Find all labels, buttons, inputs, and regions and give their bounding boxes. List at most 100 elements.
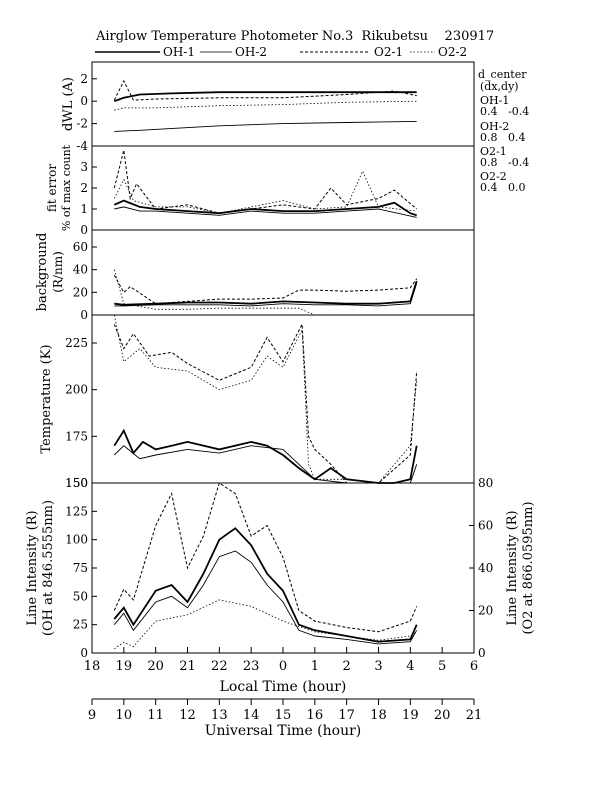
panel-dwl-frame (91, 61, 475, 147)
legend-o22: O2-2 (438, 45, 467, 59)
ylabel-bg-2: (R/nm) (51, 251, 65, 293)
panel-frames (91, 61, 475, 654)
ylabel-fit-2: % of max count (60, 144, 73, 231)
temp-tick-label: 200 (65, 383, 88, 397)
int-right-tick-label: 80 (478, 476, 493, 490)
fit-tick-label: 1 (80, 202, 88, 216)
dwl-tick-label: 2 (80, 72, 88, 86)
local-tick-label: 20 (147, 659, 164, 674)
bg-tick-label: 0 (80, 308, 88, 322)
temp-tick-label: 150 (65, 476, 88, 490)
series-line-intensity-O2-1 (113, 482, 418, 633)
ylabel-int-2: (OH at 846.5555nm) (41, 500, 56, 636)
local-tick-label: 22 (211, 659, 228, 674)
side-notes: d_center (dx,dy) OH-1 0.4 -0.4 OH-2 0.8 … (478, 68, 529, 194)
series-background-OH-1 (114, 280, 418, 306)
int-left-tick-label: 100 (65, 533, 88, 547)
ut-tick-label: 9 (88, 708, 96, 723)
local-tick-label: 0 (279, 659, 287, 674)
legend: OH-1 OH-2 O2-1 O2-2 (95, 45, 467, 59)
local-tick-label: 1 (311, 659, 319, 674)
local-tick-label: 21 (179, 659, 196, 674)
ut-tick-label: 18 (370, 708, 387, 723)
local-tick-label: 23 (243, 659, 260, 674)
ut-tick-label: 16 (307, 708, 324, 723)
local-tick-label: 19 (116, 659, 133, 674)
series-fit-error-OH-1 (113, 199, 417, 217)
series-dWL-OH-1 (113, 91, 417, 103)
int-left-tick-label: 150 (65, 476, 88, 490)
series-line-intensity-OH-1 (113, 527, 418, 643)
int-left-tick-label: 75 (73, 561, 88, 575)
dwl-tick-label: -4 (76, 139, 88, 153)
series-dWL-O2-1 (113, 79, 417, 101)
data-series (113, 79, 418, 650)
series-temperature-O2-2 (113, 314, 418, 484)
local-tick-label: 5 (438, 659, 446, 674)
bg-tick-label: 60 (73, 240, 88, 254)
legend-oh1: OH-1 (163, 45, 195, 59)
ut-tick-label: 20 (434, 708, 451, 723)
int-left-tick-label: 0 (80, 646, 88, 660)
ut-tick-label: 19 (402, 708, 419, 723)
local-tick-label: 18 (84, 659, 101, 674)
series-background-O2-2 (113, 269, 411, 316)
ut-tick-label: 15 (275, 708, 292, 723)
note-oh1-val: 0.4 -0.4 (480, 105, 529, 118)
xlabel-ut: Universal Time (hour) (205, 723, 362, 739)
ylabel-temp: Temperature (K) (39, 344, 54, 453)
temp-tick-label: 225 (65, 336, 88, 350)
legend-o21: O2-1 (374, 45, 403, 59)
ylabel-bg-1: background (35, 233, 50, 312)
ylabel-int-r2: (O2 at 866.0595nm) (521, 501, 536, 634)
dwl-tick-label: 0 (80, 94, 88, 108)
ut-tick-label: 21 (466, 708, 483, 723)
series-background-OH-2 (114, 283, 418, 307)
bg-tick-label: 20 (73, 285, 88, 299)
ylabel-int-1: Line Intensity (R) (25, 510, 40, 625)
ut-tick-label: 17 (338, 708, 355, 723)
note-oh1: OH-1 (480, 94, 509, 107)
note-o22: O2-2 (480, 170, 507, 183)
series-dWL-OH-2 (114, 120, 417, 132)
series-temperature-O2-1 (113, 322, 418, 484)
series-line-intensity-OH-2 (113, 550, 418, 645)
note-dxdy: (dx,dy) (480, 80, 519, 93)
ylabel-dwl: dWL (A) (61, 77, 76, 131)
local-tick-label: 6 (470, 659, 478, 674)
ut-tick-label: 11 (147, 708, 164, 723)
note-oh2: OH-2 (480, 120, 509, 133)
ut-tick-label: 12 (179, 708, 196, 723)
series-fit-error-O2-1 (113, 150, 418, 214)
fit-tick-label: 3 (80, 160, 88, 174)
int-left-tick-label: 25 (73, 618, 88, 632)
note-dcenter: d_center (478, 68, 527, 81)
x-axes: 18 19 20 21 22 23 0 1 2 3 4 5 69 10 11 12 13 14 15 16 17 18 19… (84, 647, 483, 723)
xlabel-local: Local Time (hour) (220, 679, 347, 695)
int-right-tick-label: 60 (478, 519, 493, 533)
series-temperature-OH-1 (113, 428, 418, 484)
int-left-tick-label: 50 (73, 589, 88, 603)
series-fit-error-OH-2 (114, 206, 417, 218)
temp-tick-label: 175 (65, 429, 88, 443)
series-dWL-O2-2 (114, 100, 417, 111)
panel-int-frame (91, 482, 475, 654)
int-left-tick-label: 125 (65, 504, 88, 518)
local-tick-label: 4 (406, 659, 414, 674)
dwl-tick-label: -2 (76, 117, 88, 131)
note-oh2-val: 0.8 0.4 (480, 131, 525, 144)
ut-tick-label: 10 (116, 708, 133, 723)
local-tick-label: 3 (374, 659, 382, 674)
panel-temp-frame (91, 314, 475, 484)
legend-oh2: OH-2 (235, 45, 267, 59)
local-tick-label: 2 (343, 659, 351, 674)
int-right-tick-label: 20 (478, 604, 493, 618)
int-right-tick-label: 0 (478, 646, 486, 660)
fit-tick-label: 2 (80, 181, 88, 195)
bg-tick-label: 40 (73, 263, 88, 277)
ylabel-fit-1: fit error (45, 164, 59, 212)
note-o21-val: 0.8 -0.4 (480, 156, 529, 169)
y-ticks: -4-2020123020406015017520022502550751001… (65, 72, 493, 660)
note-o21: O2-1 (480, 145, 507, 158)
